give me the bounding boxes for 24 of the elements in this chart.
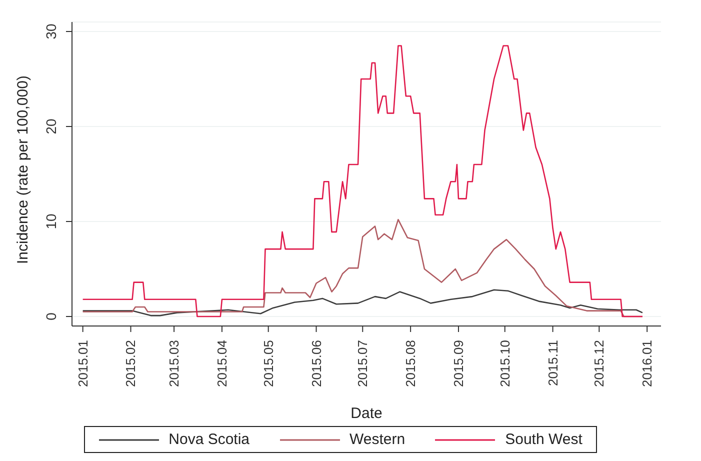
x-axis-title: Date bbox=[350, 405, 382, 422]
legend-label: Nova Scotia bbox=[168, 431, 250, 448]
x-tick-label: 2015.09 bbox=[450, 340, 466, 387]
x-tick-label: 2015.06 bbox=[308, 340, 324, 387]
y-tick-label: 0 bbox=[43, 312, 59, 320]
y-tick-label: 30 bbox=[43, 24, 59, 40]
y-tick-label: 20 bbox=[43, 118, 59, 134]
x-tick-label: 2015.10 bbox=[497, 340, 512, 387]
x-tick-label: 2015.04 bbox=[214, 340, 230, 387]
x-tick-label: 2015.12 bbox=[592, 340, 607, 387]
x-tick-label: 2015.05 bbox=[260, 340, 276, 387]
x-tick-label: 2015.01 bbox=[75, 340, 90, 387]
x-tick-label: 2015.08 bbox=[403, 340, 418, 387]
x-tick-label: 2015.02 bbox=[123, 340, 138, 387]
legend-label: Western bbox=[350, 431, 406, 448]
x-tick-label: 2015.11 bbox=[545, 340, 560, 386]
x-tick-label: 2015.07 bbox=[355, 340, 370, 387]
x-tick-label: 2016.01 bbox=[640, 340, 655, 387]
y-tick-label: 10 bbox=[43, 214, 59, 230]
y-axis-title: Incidence (rate per 100,000) bbox=[14, 76, 32, 264]
line-series bbox=[82, 45, 644, 318]
line-series bbox=[82, 289, 644, 316]
x-tick-label: 2015.03 bbox=[166, 340, 182, 387]
legend-label: South West bbox=[505, 431, 582, 448]
